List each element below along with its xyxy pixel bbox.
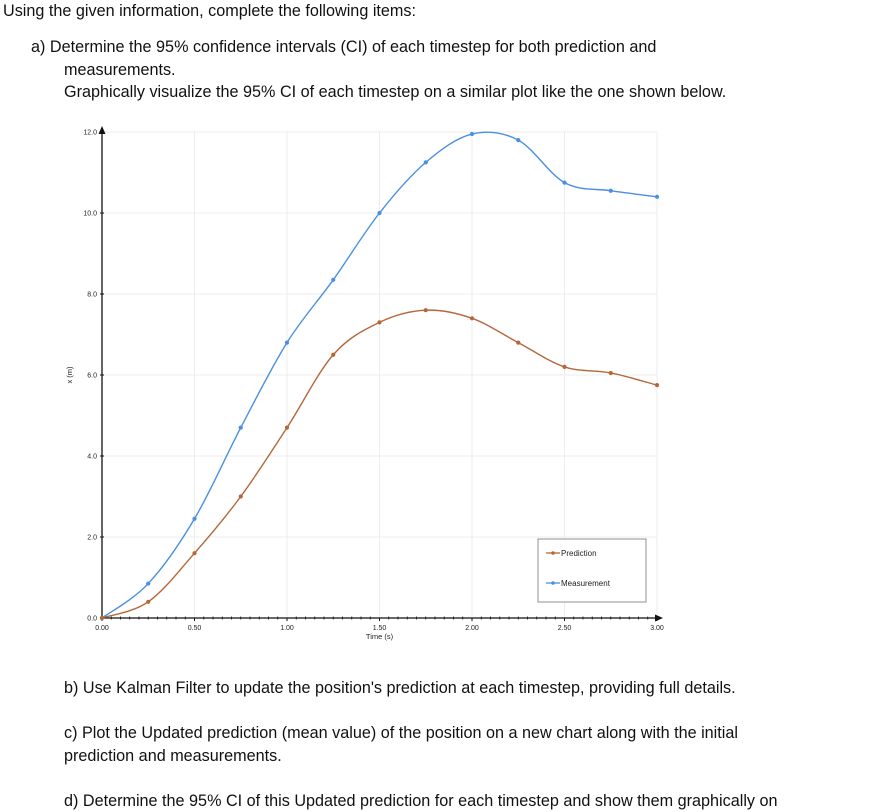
- measurement-point: [238, 425, 243, 430]
- x-tick-label: 0.00: [95, 625, 109, 632]
- item-a-text-line2: measurements.: [64, 61, 176, 79]
- x-tick-label: 1.50: [373, 625, 387, 632]
- y-axis-arrow: [98, 126, 106, 134]
- intro-text: Using the given information, complete th…: [3, 2, 416, 20]
- measurement-point: [423, 160, 428, 165]
- chart-legend: Prediction Measurement: [537, 538, 647, 603]
- x-tick-label: 3.00: [650, 625, 664, 632]
- x-axis-arrow: [655, 614, 663, 622]
- prediction-point: [654, 383, 660, 388]
- y-tick-label: 8.0: [87, 292, 97, 299]
- x-tick-label: 2.00: [465, 625, 479, 632]
- prediction-point: [516, 340, 521, 345]
- y-axis-ticks: 0.0 2.0 4.0 6.0 8.0 10.0 12.0: [83, 130, 104, 623]
- legend-prediction-marker: [551, 551, 555, 555]
- prediction-point: [146, 599, 151, 604]
- measurement-point: [331, 277, 336, 282]
- prediction-point: [331, 352, 336, 357]
- legend-box: [537, 538, 647, 603]
- line-chart: 0.00 0.50 1.00 1.50 2.00 2.50 3.00 0.0 2.0 4.0 6.…: [65, 126, 664, 641]
- x-tick-label: 0.50: [188, 625, 202, 632]
- measurement-point: [469, 131, 475, 137]
- prediction-point: [423, 308, 428, 313]
- y-axis-label: x (m): [65, 366, 74, 384]
- x-axis-ticks: 0.00 0.50 1.00 1.50 2.00 2.50 3.00: [95, 616, 664, 632]
- x-tick-label: 2.50: [558, 625, 572, 632]
- measurement-point: [146, 581, 151, 586]
- prediction-point: [99, 615, 105, 621]
- x-axis-label: Time (s): [366, 632, 394, 641]
- legend-prediction-label: Prediction: [561, 549, 597, 558]
- item-c-text-line1: c) Plot the Updated prediction (mean val…: [64, 724, 738, 742]
- measurement-point: [516, 138, 521, 143]
- legend-measurement-label: Measurement: [561, 579, 611, 588]
- item-c-text-line2: prediction and measurements.: [64, 747, 282, 765]
- series-prediction: [99, 308, 660, 621]
- x-tick-label: 1.00: [280, 625, 294, 632]
- legend-measurement-marker: [551, 581, 555, 585]
- measurement-point: [192, 516, 197, 521]
- item-a-text-line3: Graphically visualize the 95% CI of each…: [64, 83, 727, 101]
- prediction-point: [377, 320, 382, 325]
- prediction-point: [608, 370, 613, 376]
- measurement-point: [377, 210, 382, 216]
- y-tick-label: 6.0: [87, 373, 97, 380]
- y-tick-label: 0.0: [87, 616, 97, 623]
- prediction-point: [192, 551, 197, 556]
- measurement-point: [284, 340, 290, 345]
- prediction-point: [562, 364, 567, 369]
- measurement-point: [608, 188, 613, 193]
- y-tick-label: 4.0: [87, 454, 97, 461]
- prediction-point: [469, 316, 475, 321]
- item-a-text-line1: a) Determine the 95% confidence interval…: [31, 38, 657, 56]
- prediction-point: [284, 425, 290, 430]
- item-b-text: b) Use Kalman Filter to update the posit…: [64, 679, 736, 697]
- y-tick-label: 10.0: [83, 211, 97, 218]
- measurement-point: [562, 180, 567, 185]
- y-tick-label: 2.0: [87, 535, 97, 542]
- measurement-point: [654, 194, 660, 199]
- prediction-point: [238, 494, 243, 499]
- y-tick-label: 12.0: [83, 130, 97, 137]
- chart-series: [99, 131, 660, 621]
- item-d-text: d) Determine the 95% CI of this Updated …: [64, 792, 778, 810]
